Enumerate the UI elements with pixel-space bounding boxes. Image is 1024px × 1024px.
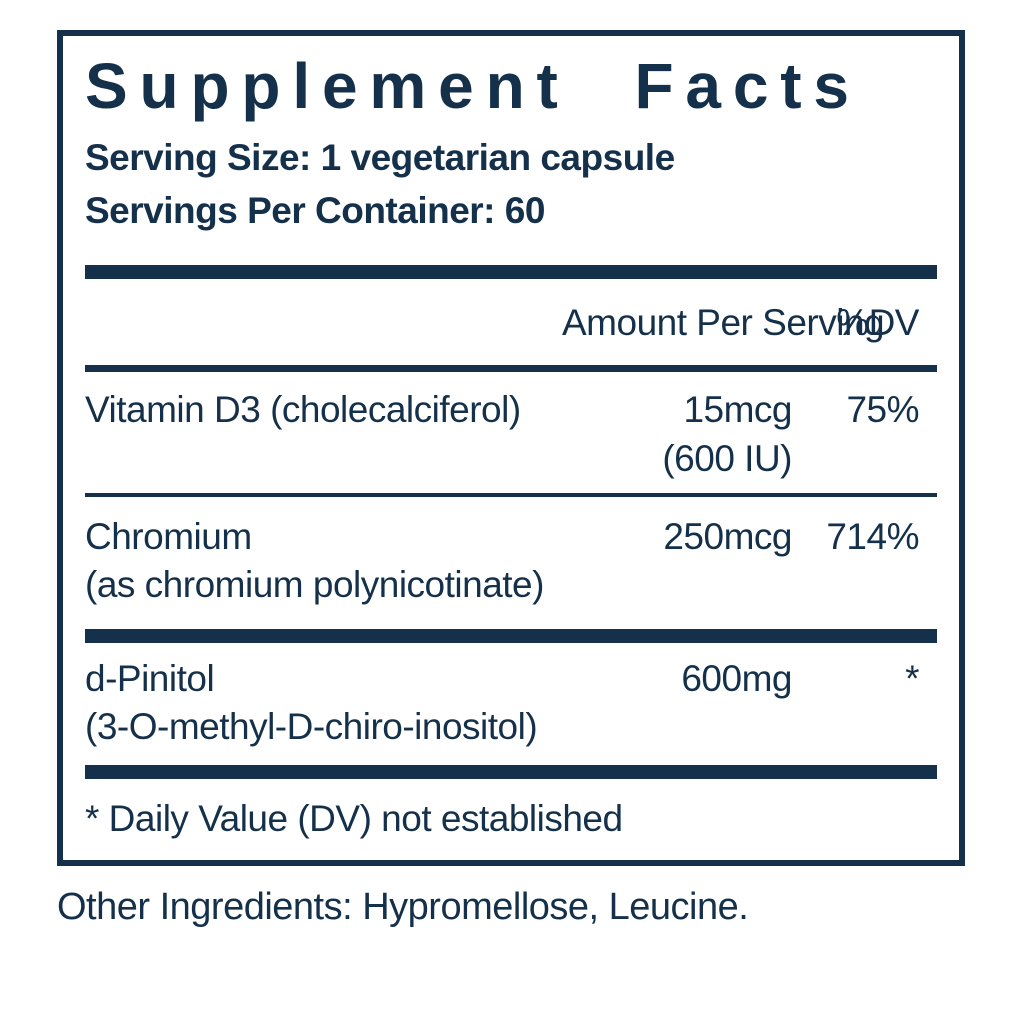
nutrient-name: d-Pinitol [85, 657, 215, 699]
nutrient-source: (as chromium polynicotinate) [85, 563, 544, 605]
nutrient-amount: 250mcg [663, 515, 792, 557]
nutrient-amount: 15mcg [683, 389, 792, 431]
daily-value-footnote: * Daily Value (DV) not established [85, 798, 623, 840]
chromium-line-2: (as chromium polynicotinate) [85, 561, 937, 609]
other-ingredients: Other Ingredients: Hypromellose, Leucine… [57, 886, 749, 928]
d-pinitol-line-1: d-Pinitol 600mg * [85, 655, 937, 703]
chromium-line-1: Chromium 250mcg 714% [85, 513, 937, 561]
servings-per-container: Servings Per Container: 60 [85, 189, 545, 231]
table-header-row: Amount Per Serving %DV [85, 301, 937, 345]
nutrient-dv: * [905, 657, 919, 699]
serving-info: Serving Size: 1 vegetarian capsule Servi… [85, 132, 937, 237]
table-row-vitamin-d3: Vitamin D3 (cholecalciferol) 15mcg 75% (… [85, 386, 937, 482]
nutrient-source: (3-O-methyl-D-chiro-inositol) [85, 705, 538, 747]
vitamin-d3-line-1: Vitamin D3 (cholecalciferol) 15mcg 75% [85, 386, 937, 434]
header-amount-per-serving: Amount Per Serving [562, 302, 885, 344]
nutrient-amount: 600mg [681, 657, 792, 699]
d-pinitol-line-2: (3-O-methyl-D-chiro-inositol) [85, 703, 937, 751]
nutrient-dv: 714% [826, 515, 919, 557]
serving-size: Serving Size: 1 vegetarian capsule [85, 137, 675, 178]
nutrient-name: Vitamin D3 (cholecalciferol) [85, 389, 521, 431]
table-row-chromium: Chromium 250mcg 714% (as chromium polyni… [85, 513, 937, 609]
nutrient-amount-secondary: (600 IU) [662, 437, 792, 479]
divider-under-d-pinitol [85, 765, 937, 780]
divider-under-vitamin-d3 [85, 492, 937, 497]
panel-title: Supplement Facts [85, 50, 861, 122]
divider-thick-top [85, 265, 937, 280]
table-row-d-pinitol: d-Pinitol 600mg * (3-O-methyl-D-chiro-in… [85, 655, 937, 751]
nutrient-name: Chromium [85, 515, 252, 557]
nutrient-dv: 75% [846, 389, 919, 431]
divider-under-chromium [85, 628, 937, 643]
divider-under-header [85, 365, 937, 373]
header-percent-dv: %DV [836, 302, 919, 344]
vitamin-d3-line-2: (600 IU) [85, 435, 937, 483]
supplement-facts-panel: Supplement Facts Serving Size: 1 vegetar… [57, 30, 965, 866]
